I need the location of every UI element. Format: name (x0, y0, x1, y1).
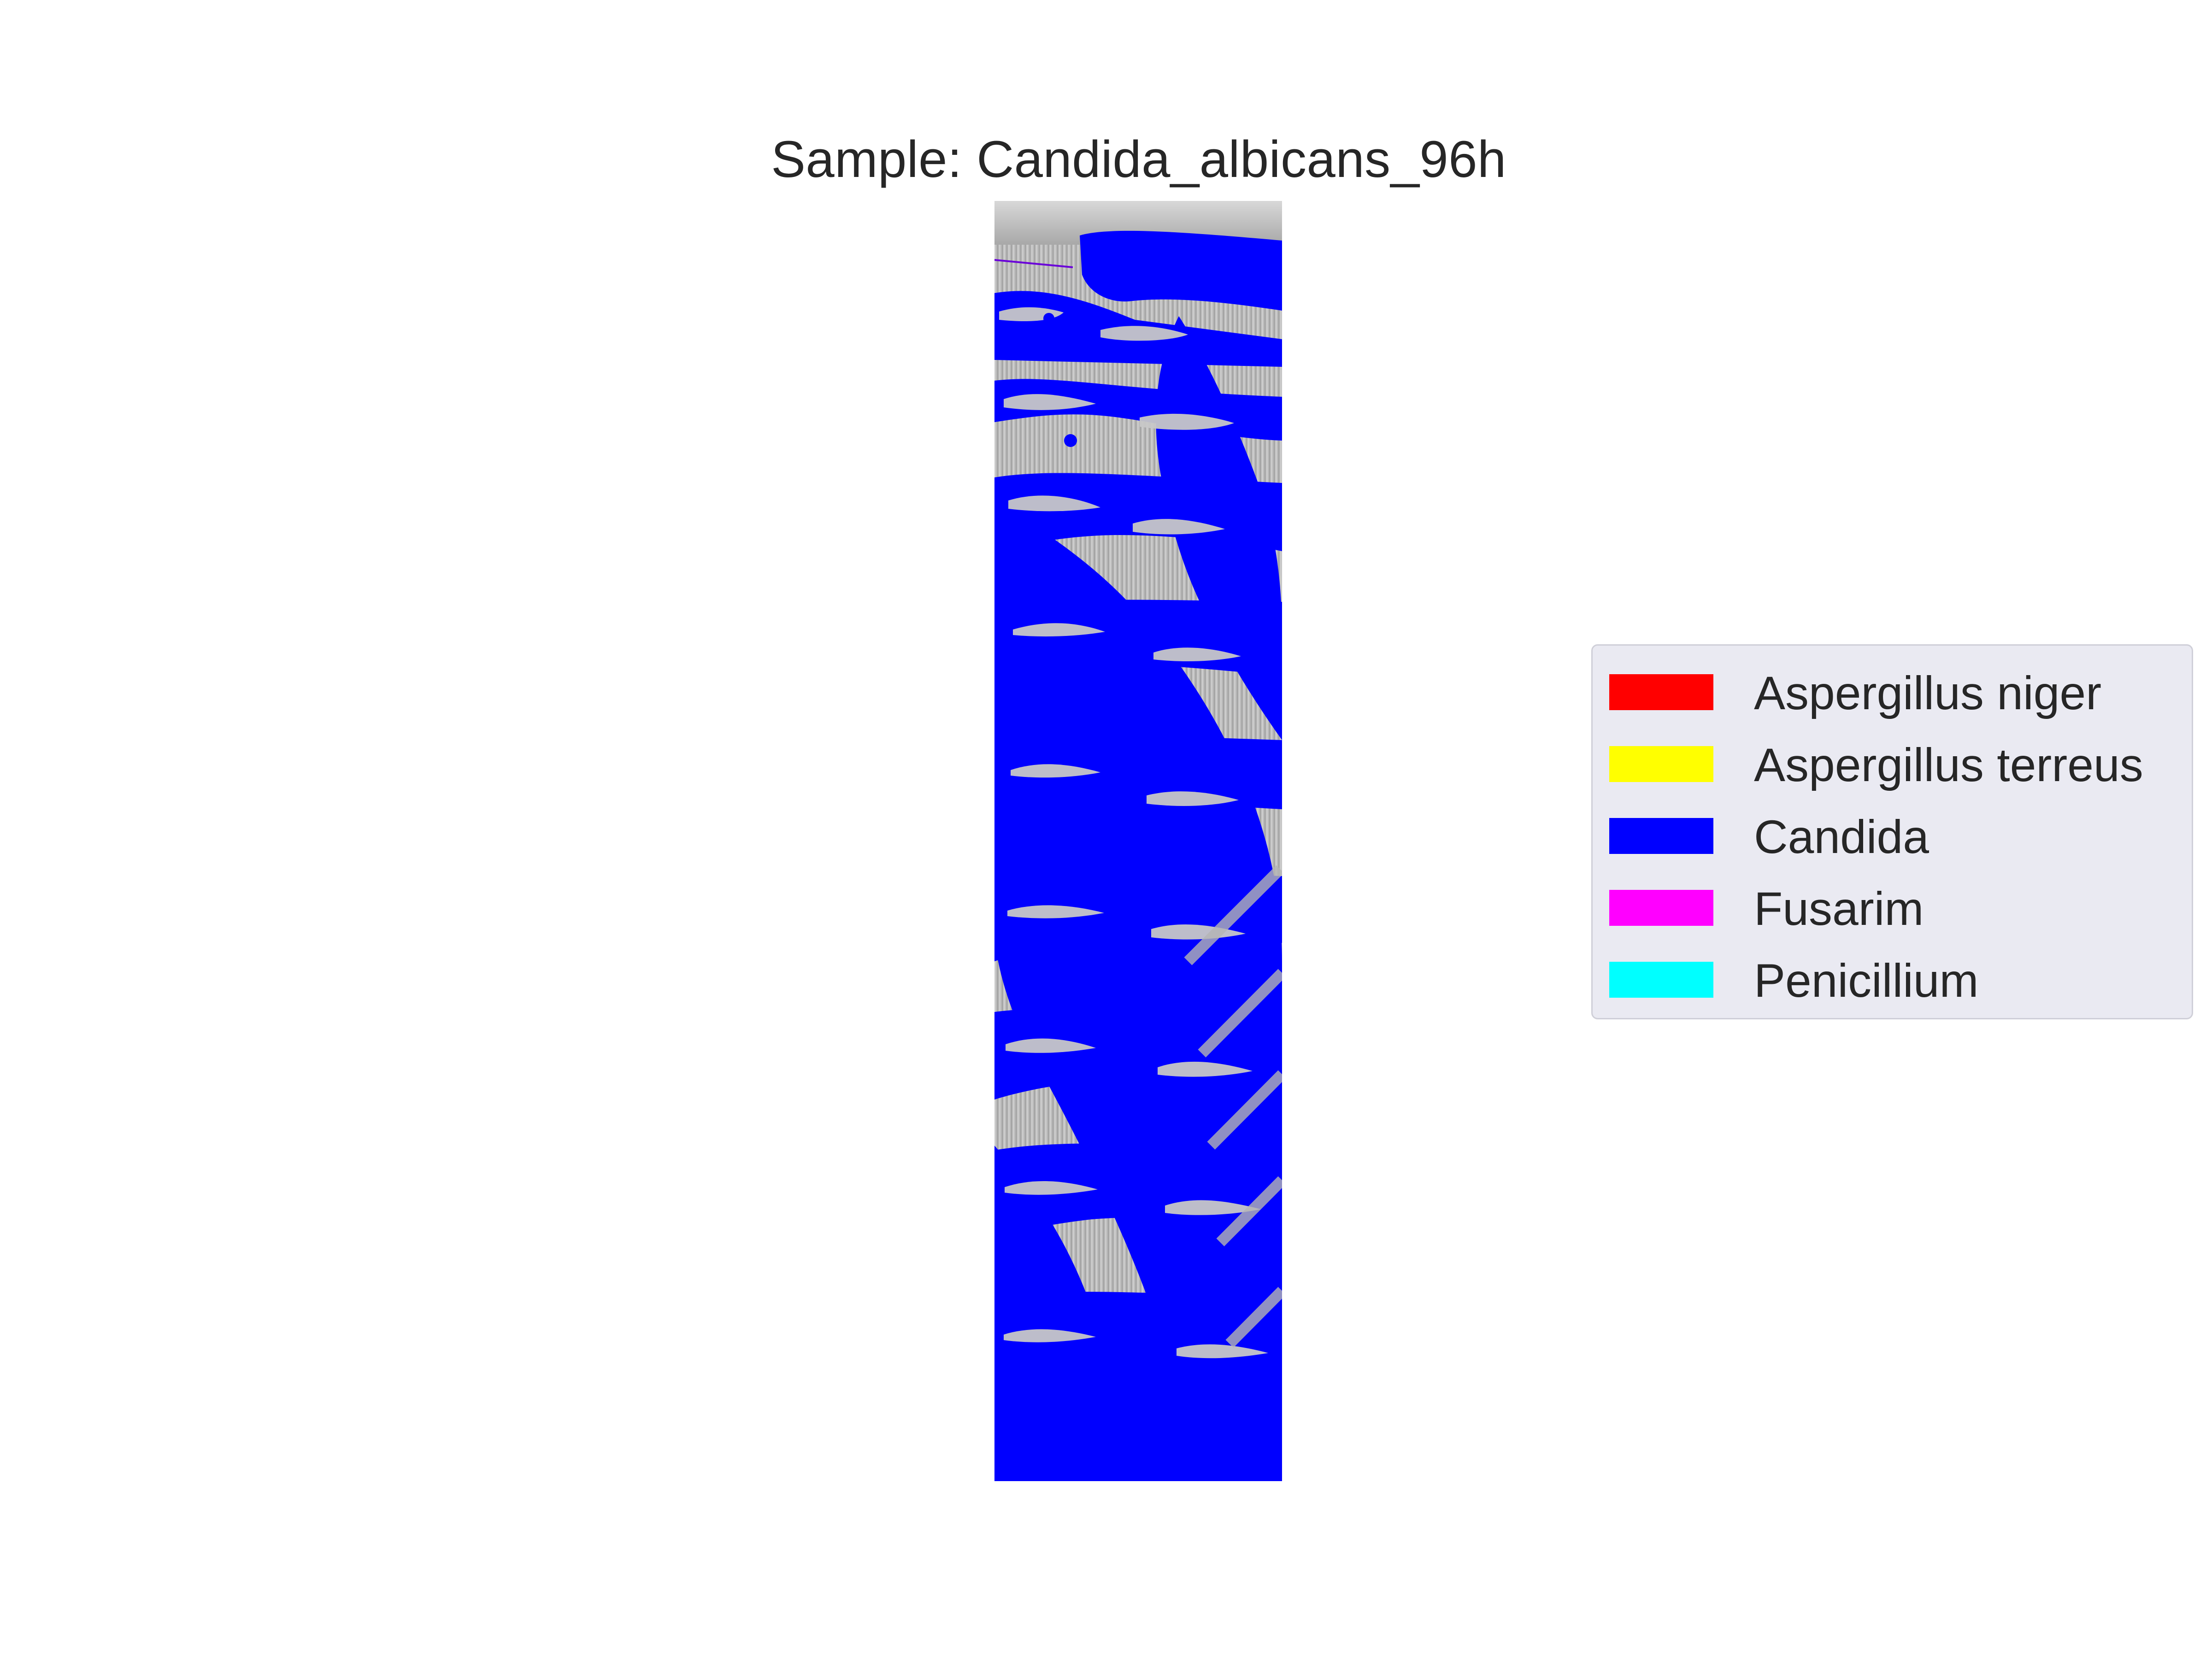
legend-item-aspergillus-terreus: Aspergillus terreus (1609, 732, 2181, 788)
legend-label: Aspergillus niger (1754, 667, 2102, 719)
legend-item-candida: Candida (1609, 804, 2181, 863)
figure-title: Sample: Candida_albicans_96h (771, 130, 1506, 188)
legend-label: Penicillium (1754, 954, 1979, 1007)
gray-exposed-patches (999, 307, 1268, 1359)
legend-swatch-cyan (1609, 962, 1713, 998)
legend-swatch-yellow (1609, 746, 1713, 782)
classification-overlay-image (994, 201, 1282, 1481)
diagonal-gray-streaks (1184, 865, 1282, 1348)
legend-item-fusarim: Fusarim (1609, 876, 2181, 935)
purple-line (994, 259, 1073, 268)
legend-swatch-blue (1609, 818, 1713, 854)
legend-label: Candida (1754, 811, 1929, 863)
legend-swatch-red (1609, 674, 1713, 710)
legend-item-penicillium: Penicillium (1609, 948, 2181, 1007)
legend-label: Aspergillus terreus (1754, 739, 2143, 791)
legend-label: Fusarim (1754, 882, 1924, 935)
blue-speckles (1022, 313, 1253, 1401)
legend-swatch-magenta (1609, 890, 1713, 926)
legend-item-aspergillus-niger: Aspergillus niger (1609, 660, 2181, 719)
legend: Aspergillus niger Aspergillus terreus Ca… (1591, 644, 2193, 1019)
overlay-svg (994, 201, 1282, 1481)
